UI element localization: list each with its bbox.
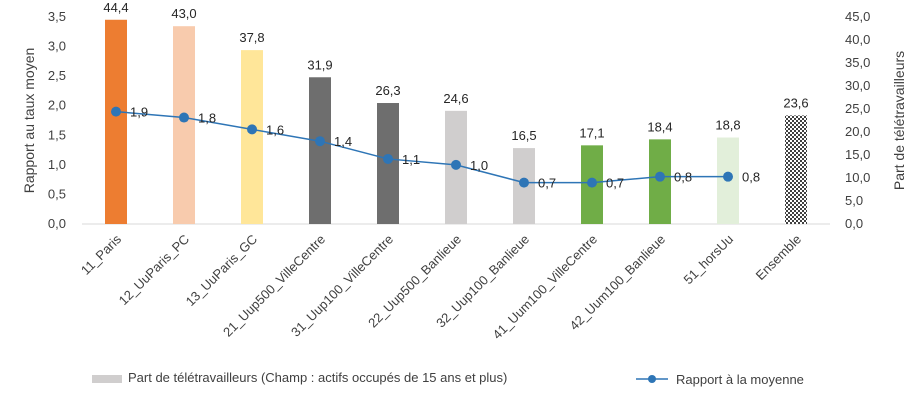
ratio-point: [315, 136, 325, 147]
left-axis-tick-label: 1,5: [48, 127, 66, 142]
ratio-point: [111, 106, 121, 117]
right-axis-tick-label: 25,0: [845, 101, 870, 116]
bar-value-label: 37,8: [239, 30, 264, 45]
ratio-point: [179, 112, 189, 123]
ratio-value-label: 0,8: [674, 170, 692, 185]
bar-value-label: 26,3: [375, 83, 400, 98]
right-axis-tick-label: 0,0: [845, 216, 863, 231]
ratio-value-label: 1,9: [130, 105, 148, 120]
bar-value-label: 18,8: [715, 118, 740, 133]
ratio-value-label: 0,7: [606, 176, 624, 191]
ratio-value-label: 0,7: [538, 176, 556, 191]
bar-value-label: 17,1: [579, 125, 604, 140]
x-axis-tick-label: 11_Paris: [78, 231, 125, 278]
bar: [241, 50, 263, 225]
bar-value-label: 16,5: [511, 128, 536, 143]
bar: [105, 19, 127, 225]
left-axis-tick-label: 3,5: [48, 9, 66, 24]
right-axis-tick-label: 20,0: [845, 124, 870, 139]
bars: [105, 19, 807, 225]
right-axis-tick-label: 45,0: [845, 9, 870, 24]
ratio-point: [451, 159, 461, 170]
bar: [309, 77, 331, 224]
ratio-value-label: 1,6: [266, 122, 284, 137]
bar-value-label: 24,6: [443, 91, 468, 106]
x-axis-tick-label: 13_UuParis_GC: [183, 232, 261, 310]
legend-line-label: Rapport à la moyenne: [676, 372, 804, 387]
right-axis-tick-label: 15,0: [845, 147, 870, 162]
ratio-point: [383, 153, 393, 164]
ratio-point: [587, 177, 597, 188]
x-axis-tick-label: 12_UuParis_PC: [116, 232, 193, 309]
bar-value-label: 23,6: [783, 95, 808, 110]
ratio-point: [655, 171, 665, 182]
ratio-value-label: 1,0: [470, 158, 488, 173]
left-axis-tick-label: 2,0: [48, 98, 66, 113]
right-axis-title: Part de télétravailleurs: [891, 51, 907, 190]
ratio-point: [247, 124, 257, 135]
ratio-point: [723, 171, 733, 182]
legend-bar-label: Part de télétravailleurs (Champ : actifs…: [128, 370, 507, 385]
left-axis-tick-label: 2,5: [48, 68, 66, 83]
bar-value-label: 43,0: [171, 6, 196, 21]
left-axis-tick-label: 3,0: [48, 39, 66, 54]
right-axis-tick-label: 10,0: [845, 170, 870, 185]
average-ratio-line: [111, 106, 733, 188]
legend: Part de télétravailleurs (Champ : actifs…: [92, 370, 804, 387]
ratio-line-path: [115, 110, 728, 184]
right-axis-tick-label: 40,0: [845, 32, 870, 47]
bar-value-label: 44,4: [103, 0, 128, 15]
left-axis-tick-label: 0,0: [48, 216, 66, 231]
bar-value-label: 18,4: [647, 119, 672, 134]
left-axis-title: Rapport au taux moyen: [21, 48, 37, 194]
ratio-point: [519, 177, 529, 188]
ratio-value-label: 1,1: [402, 152, 420, 167]
right-axis-tick-label: 35,0: [845, 55, 870, 70]
right-axis-tick-label: 5,0: [845, 193, 863, 208]
ratio-value-label: 1,4: [334, 134, 352, 149]
bar-value-label: 31,9: [307, 57, 332, 72]
legend-bar-swatch: [92, 375, 122, 383]
ratio-value-label: 1,8: [198, 111, 216, 126]
bar: [785, 115, 807, 224]
legend-line-marker: [648, 375, 656, 383]
bar: [173, 26, 195, 225]
left-axis-tick-label: 1,0: [48, 157, 66, 172]
x-axis-tick-label: Ensemble: [753, 232, 804, 283]
right-axis-tick-label: 30,0: [845, 78, 870, 93]
data-labels: 44,4 43,0 37,8 31,9 26,3 24,6 16,5 17,1 18,4 18,8…: [103, 0, 808, 191]
x-axis-tick-label: 51_horsUu: [681, 232, 737, 288]
ratio-value-label: 0,8: [742, 170, 760, 185]
left-axis-tick-label: 0,5: [48, 186, 66, 201]
